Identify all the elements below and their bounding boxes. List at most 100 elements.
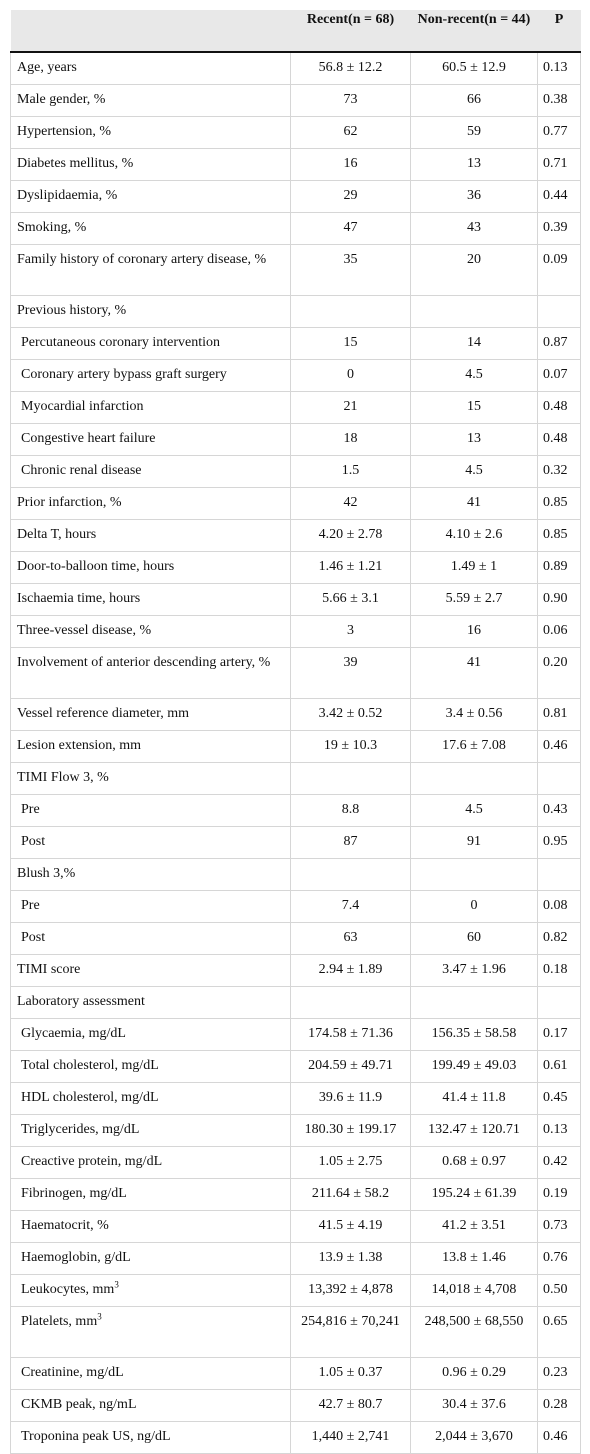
non-recent-value: 60.5 ± 12.9 — [410, 52, 538, 85]
recent-value: 1.5 — [290, 455, 411, 488]
row-label: Post — [10, 922, 291, 955]
recent-value: 174.58 ± 71.36 — [290, 1018, 411, 1051]
table-row: Haematocrit, % 41.5 ± 4.19 41.2 ± 3.51 0.73 — [10, 1210, 581, 1243]
row-label-text: Family history of coronary artery diseas… — [17, 252, 267, 267]
row-label-text: Percutaneous coronary intervention — [21, 335, 221, 350]
recent-value: 41.5 ± 4.19 — [290, 1210, 411, 1243]
non-recent-value: 0.96 ± 0.29 — [410, 1357, 538, 1390]
recent-value: 4.20 ± 2.78 — [290, 519, 411, 552]
table-row: Male gender, % 73 66 0.38 — [10, 84, 581, 117]
row-label: HDL cholesterol, mg/dL — [10, 1082, 291, 1115]
recent-value: 73 — [290, 84, 411, 117]
row-label: Smoking, % — [10, 212, 291, 245]
p-value: 0.89 — [537, 551, 581, 584]
table-row: Coronary artery bypass graft surgery 0 4.5… — [10, 359, 581, 392]
row-label: Male gender, % — [10, 84, 291, 117]
table-row: TIMI Flow 3, % — [10, 762, 581, 795]
row-label-text: Smoking, % — [17, 220, 87, 235]
table-row: TIMI score 2.94 ± 1.89 3.47 ± 1.96 0.18 — [10, 954, 581, 987]
non-recent-value: 41.4 ± 11.8 — [410, 1082, 538, 1115]
recent-value: 15 — [290, 327, 411, 360]
header-recent: Recent(n = 68) — [290, 10, 411, 53]
non-recent-value — [410, 762, 538, 795]
table-row: Smoking, % 47 43 0.39 — [10, 212, 581, 245]
non-recent-value: 3.4 ± 0.56 — [410, 698, 538, 731]
table-row: Congestive heart failure 18 13 0.48 — [10, 423, 581, 456]
recent-value: 8.8 — [290, 794, 411, 827]
non-recent-value: 4.10 ± 2.6 — [410, 519, 538, 552]
row-label: Dyslipidaemia, % — [10, 180, 291, 213]
non-recent-value: 41 — [410, 647, 538, 699]
table-row: Troponina peak US, ng/dL 1,440 ± 2,741 2,0… — [10, 1421, 581, 1454]
table-row: Total cholesterol, mg/dL 204.59 ± 49.71 19… — [10, 1050, 581, 1083]
row-label-text: Troponina peak US, ng/dL — [21, 1429, 171, 1444]
recent-value: 254,816 ± 70,241 — [290, 1306, 411, 1358]
row-label-text: Chronic renal disease — [21, 463, 142, 478]
recent-value: 63 — [290, 922, 411, 955]
p-value: 0.44 — [537, 180, 581, 213]
row-label: Creactive protein, mg/dL — [10, 1146, 291, 1179]
row-label-text: Blush 3,% — [17, 866, 76, 881]
table-row: Creactive protein, mg/dL 1.05 ± 2.75 0.68 … — [10, 1146, 581, 1179]
row-label: Vessel reference diameter, mm — [10, 698, 291, 731]
p-value: 0.73 — [537, 1210, 581, 1243]
row-label-text: Vessel reference diameter, mm — [17, 706, 190, 721]
p-value: 0.87 — [537, 327, 581, 360]
p-value: 0.28 — [537, 1389, 581, 1422]
row-label-text: Door-to-balloon time, hours — [17, 559, 175, 574]
row-label: Prior infarction, % — [10, 487, 291, 520]
p-value: 0.08 — [537, 890, 581, 923]
p-value — [537, 986, 581, 1019]
table-row: Prior infarction, % 42 41 0.85 — [10, 487, 581, 520]
row-label: Blush 3,% — [10, 858, 291, 891]
table-row: Involvement of anterior descending arter… — [10, 647, 581, 699]
row-label: TIMI score — [10, 954, 291, 987]
p-value: 0.48 — [537, 391, 581, 424]
table-row: Door-to-balloon time, hours 1.46 ± 1.21 1.… — [10, 551, 581, 584]
recent-value: 2.94 ± 1.89 — [290, 954, 411, 987]
baseline-characteristics-table: Recent(n = 68) Non-recent(n = 44) P Age,… — [10, 10, 581, 1454]
recent-value: 39 — [290, 647, 411, 699]
row-label-text: CKMB peak, ng/mL — [21, 1397, 137, 1412]
row-label: Haemoglobin, g/dL — [10, 1242, 291, 1275]
table-row: Glycaemia, mg/dL 174.58 ± 71.36 156.35 ± 5… — [10, 1018, 581, 1051]
table-row: Leukocytes, mm3 13,392 ± 4,878 14,018 ± 4,… — [10, 1274, 581, 1307]
row-label: Three-vessel disease, % — [10, 615, 291, 648]
row-label: Chronic renal disease — [10, 455, 291, 488]
row-label-text: Laboratory assessment — [17, 994, 145, 1009]
row-label-text: Leukocytes, mm — [21, 1282, 115, 1297]
row-label: Involvement of anterior descending arter… — [10, 647, 291, 699]
recent-value: 62 — [290, 116, 411, 149]
non-recent-value: 41.2 ± 3.51 — [410, 1210, 538, 1243]
row-label-text: Previous history, % — [17, 303, 127, 318]
non-recent-value: 0 — [410, 890, 538, 923]
p-value: 0.09 — [537, 244, 581, 296]
row-label-text: Post — [21, 834, 46, 849]
non-recent-value: 30.4 ± 37.6 — [410, 1389, 538, 1422]
recent-value: 1.05 ± 2.75 — [290, 1146, 411, 1179]
row-label: Lesion extension, mm — [10, 730, 291, 763]
non-recent-value — [410, 858, 538, 891]
p-value: 0.07 — [537, 359, 581, 392]
non-recent-value: 2,044 ± 3,670 — [410, 1421, 538, 1454]
non-recent-value: 4.5 — [410, 794, 538, 827]
row-label: Platelets, mm3 — [10, 1306, 291, 1358]
p-value — [537, 858, 581, 891]
row-label: Hypertension, % — [10, 116, 291, 149]
recent-value: 3 — [290, 615, 411, 648]
row-label: Triglycerides, mg/dL — [10, 1114, 291, 1147]
p-value: 0.32 — [537, 455, 581, 488]
header-p-value: P — [537, 10, 581, 53]
non-recent-value — [410, 986, 538, 1019]
table-row: Age, years 56.8 ± 12.2 60.5 ± 12.9 0.13 — [10, 52, 581, 85]
table-row: Haemoglobin, g/dL 13.9 ± 1.38 13.8 ± 1.46 0… — [10, 1242, 581, 1275]
p-value: 0.85 — [537, 487, 581, 520]
non-recent-value — [410, 295, 538, 328]
recent-value: 204.59 ± 49.71 — [290, 1050, 411, 1083]
table-row: Delta T, hours 4.20 ± 2.78 4.10 ± 2.6 0.85 — [10, 519, 581, 552]
p-value: 0.95 — [537, 826, 581, 859]
row-label-text: Involvement of anterior descending arter… — [17, 655, 271, 670]
row-label-text: Total cholesterol, mg/dL — [21, 1058, 159, 1073]
row-label: Congestive heart failure — [10, 423, 291, 456]
p-value: 0.85 — [537, 519, 581, 552]
